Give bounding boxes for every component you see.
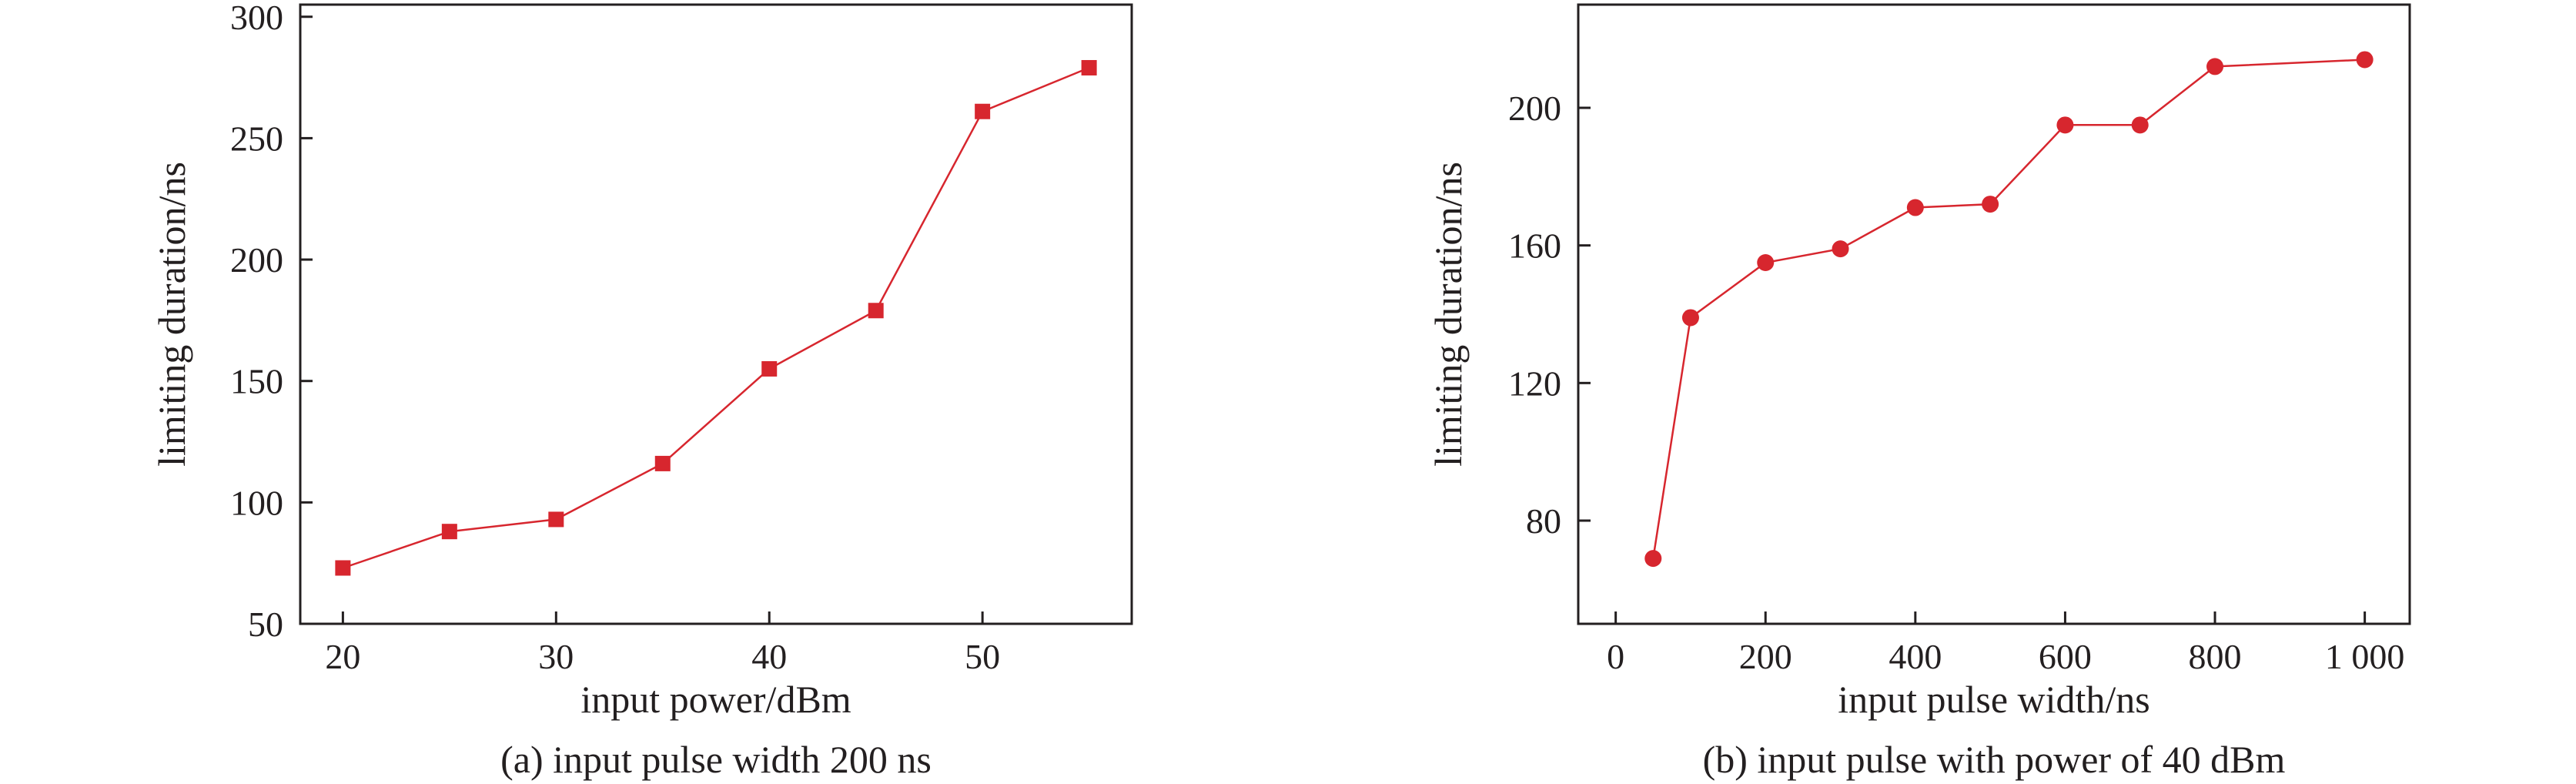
chart-b: 0 200 400 600 800 1 000 80 120 160 200 input pulse… <box>1427 3 2411 781</box>
data-point <box>2056 116 2074 134</box>
x-axis-label: input pulse width/ns <box>1838 678 2150 721</box>
y-tick-label: 200 <box>230 240 283 280</box>
y-tick-label: 50 <box>248 605 283 644</box>
data-point <box>1906 199 1924 216</box>
y-tick-label: 80 <box>1526 501 1561 541</box>
y-tick-label: 160 <box>1508 226 1561 266</box>
data-point <box>975 103 991 119</box>
x-tick-label: 20 <box>325 637 360 676</box>
x-tick-label: 50 <box>965 637 1000 676</box>
y-tick-label: 200 <box>1508 89 1561 128</box>
x-tick-label: 800 <box>2189 637 2242 676</box>
chart-a: 20 30 40 50 50 100 150 200 250 300 input power/dBm… <box>150 0 1133 781</box>
plot-frame <box>299 3 1133 625</box>
x-tick-label: 40 <box>751 637 787 676</box>
data-point <box>335 560 351 576</box>
data-point <box>1681 309 1699 327</box>
y-tick-label: 120 <box>1508 364 1561 403</box>
plot-frame <box>1577 3 2411 625</box>
x-tick-label: 1 000 <box>2325 637 2405 676</box>
chart-caption: (a) input pulse width 200 ns <box>500 738 932 781</box>
data-point <box>654 455 671 471</box>
data-point <box>868 303 884 319</box>
x-tick-label: 30 <box>538 637 574 676</box>
data-point <box>1081 59 1097 75</box>
y-tick-label: 100 <box>230 483 283 522</box>
chart-caption: (b) input pulse with power of 40 dBm <box>1703 738 2286 781</box>
data-point <box>1644 550 1662 568</box>
x-tick-label: 600 <box>2039 637 2092 676</box>
y-axis-label: limiting duration/ns <box>150 162 193 467</box>
data-point <box>761 360 778 377</box>
y-axis-label: limiting duration/ns <box>1427 162 1470 467</box>
data-point <box>1832 240 1849 258</box>
y-tick-label: 250 <box>230 119 283 158</box>
series-line <box>342 66 1090 569</box>
y-tick-label: 150 <box>230 362 283 401</box>
data-point <box>1982 196 1999 213</box>
series-line <box>1652 59 2365 559</box>
data-point <box>441 524 457 540</box>
data-point <box>2356 51 2374 69</box>
x-tick-label: 0 <box>1607 637 1624 676</box>
x-tick-label: 400 <box>1889 637 1942 676</box>
y-tick-label: 300 <box>230 0 283 37</box>
data-point <box>2206 58 2224 75</box>
data-point <box>2131 116 2149 134</box>
x-axis-label: input power/dBm <box>580 678 851 721</box>
data-point <box>1757 254 1775 271</box>
data-point <box>548 511 564 528</box>
x-tick-label: 200 <box>1739 637 1792 676</box>
